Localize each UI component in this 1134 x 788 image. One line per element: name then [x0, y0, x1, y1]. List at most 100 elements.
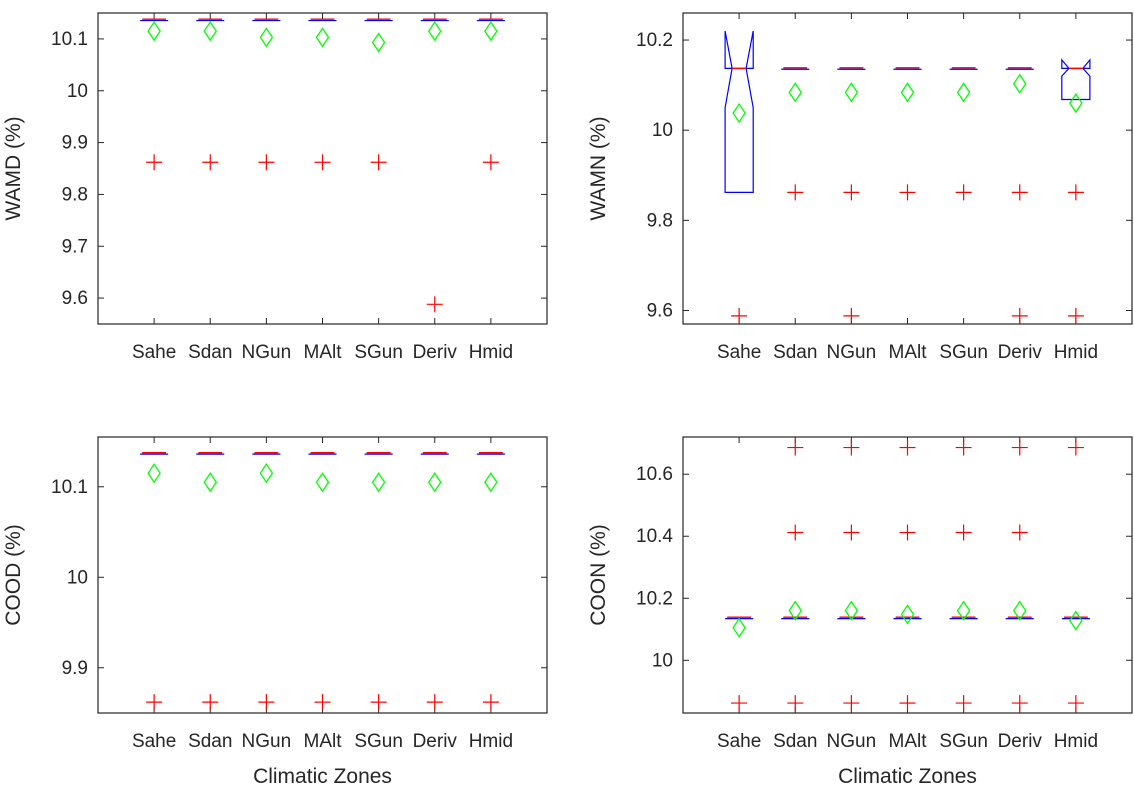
wamn-outlier-sdan [787, 184, 804, 201]
cood-ytick-label: 9.9 [62, 658, 88, 679]
wamn-xtick-label: Sahe [717, 342, 761, 363]
wamn-outlier-sgun [955, 184, 972, 201]
cood-mean-malt [315, 472, 330, 493]
cood-xtick-label: Sdan [188, 731, 232, 752]
coon-axes-frame [682, 436, 1133, 714]
coon-panel: 10 10.2 10.4 10.6 Sahe Sdan NGun MAlt SGun Deriv H… [587, 436, 1133, 788]
coon-outlier-ngun [843, 524, 860, 541]
wamd-ytick-label: 9.8 [62, 184, 88, 205]
coon-outlier-ngun [843, 439, 860, 456]
wamn-outlier-hmid [1067, 184, 1084, 201]
cood-outlier-sgun [370, 694, 387, 711]
wamn-outlier-malt [899, 184, 916, 201]
coon-outlier-deriv [1011, 695, 1028, 712]
wamd-outlier-sahe [146, 154, 163, 171]
coon-outlier-sgun [955, 695, 972, 712]
cood-mean-hmid [484, 472, 498, 493]
coon-mean-ngun [844, 600, 859, 621]
cood-mean-ngun [259, 463, 274, 484]
coon-outlier-sahe [731, 695, 748, 712]
wamd-panel: 9.6 9.7 9.8 9.9 10 10.1 Sahe Sdan NGun MAlt SGun De… [2, 12, 548, 363]
wamd-mean-hmid [484, 20, 498, 42]
wamn-panel: 9.6 9.8 10 10.2 Sahe Sdan NGun MAlt SGun Deriv Hmi… [587, 12, 1133, 363]
wamd-mean-sahe [147, 20, 161, 42]
wamn-xtick-label: Hmid [1054, 342, 1098, 363]
wamn-mean-deriv [1012, 73, 1027, 94]
coon-xtick-label: Deriv [998, 731, 1043, 752]
cood-xtick-label: Hmid [469, 731, 513, 752]
coon-ytick-label: 10 [652, 650, 673, 671]
coon-outlier-malt [899, 524, 916, 541]
wamd-ytick-label: 9.7 [62, 236, 88, 257]
wamd-xtick-label: MAlt [304, 342, 343, 363]
wamd-mean-deriv [427, 20, 442, 42]
cood-outlier-malt [314, 694, 331, 711]
wamn-mean-sdan [788, 82, 803, 103]
coon-outlier-deriv [1011, 439, 1028, 456]
wamn-xtick-label: Sdan [773, 342, 817, 363]
coon-mean-deriv [1012, 600, 1027, 621]
coon-outlier-sdan [787, 524, 804, 541]
coon-xtick-label: MAlt [889, 731, 928, 752]
wamn-box-hmid [1061, 58, 1091, 101]
cood-outlier-deriv [426, 694, 443, 711]
wamn-xtick-label: SGun [939, 342, 988, 363]
wamd-mean-malt [315, 27, 330, 48]
wamd-xtick-label: Hmid [469, 342, 513, 363]
coon-xtick-label: NGun [827, 731, 877, 752]
wamn-ytick-label: 10.2 [636, 30, 673, 51]
cood-outlier-ngun [258, 694, 275, 711]
wamn-outlier-ngun [843, 307, 860, 324]
cood-outlier-sdan [202, 694, 219, 711]
wamn-outlier-ngun [843, 184, 860, 201]
coon-outlier-ngun [843, 695, 860, 712]
wamd-xtick-label: SGun [354, 342, 403, 363]
wamd-outlier-sdan [202, 154, 219, 171]
cood-mean-sgun [371, 472, 386, 493]
cood-outlier-sahe [146, 694, 163, 711]
cood-panel: 9.9 10 10.1 Sahe Sdan NGun MAlt SGun Deriv Hmid CO… [2, 436, 548, 788]
wamn-outlier-deriv [1011, 307, 1028, 324]
coon-outlier-sgun [955, 524, 972, 541]
wamn-axes-frame [682, 12, 1133, 325]
wamn-xtick-label: Deriv [998, 342, 1043, 363]
cood-xtick-label: Deriv [413, 731, 458, 752]
wamn-outlier-sahe [731, 307, 748, 324]
coon-xlabel: Climatic Zones [838, 765, 977, 788]
cood-ytick-label: 10 [67, 567, 88, 588]
wamn-mean-ngun [844, 82, 859, 103]
wamn-outlier-deriv [1011, 184, 1028, 201]
coon-mean-sdan [788, 600, 803, 621]
coon-ytick-label: 10.6 [636, 464, 673, 485]
coon-mean-sgun [956, 600, 971, 621]
coon-outlier-sdan [787, 439, 804, 456]
coon-mean-malt [900, 604, 915, 625]
coon-ylabel: COON (%) [587, 524, 610, 626]
wamn-mean-sgun [956, 82, 971, 103]
cood-mean-sdan [203, 472, 218, 493]
cood-outlier-hmid [482, 694, 499, 711]
cood-mean-deriv [427, 472, 442, 493]
wamd-xtick-label: NGun [242, 342, 292, 363]
cood-xlabel: Climatic Zones [253, 765, 392, 788]
wamd-mean-sdan [203, 20, 218, 42]
wamn-ytick-label: 10 [652, 120, 673, 141]
coon-outlier-deriv [1011, 524, 1028, 541]
coon-xtick-label: Hmid [1054, 731, 1098, 752]
wamn-mean-hmid [1069, 92, 1083, 114]
wamn-mean-malt [900, 82, 915, 103]
coon-outlier-sgun [955, 439, 972, 456]
wamd-outlier-deriv [426, 296, 443, 313]
coon-xtick-label: Sdan [773, 731, 817, 752]
wamd-ytick-label: 10.1 [51, 29, 88, 50]
wamd-xtick-label: Sahe [132, 342, 176, 363]
wamd-xtick-label: Sdan [188, 342, 232, 363]
cood-axes-frame [97, 436, 548, 714]
coon-outlier-sdan [787, 695, 804, 712]
cood-ytick-label: 10.1 [51, 477, 88, 498]
wamd-outlier-malt [314, 154, 331, 171]
coon-ytick-label: 10.4 [636, 526, 673, 547]
wamd-mean-sgun [371, 32, 386, 53]
wamn-outlier-hmid [1067, 307, 1084, 324]
cood-xtick-label: Sahe [132, 731, 176, 752]
